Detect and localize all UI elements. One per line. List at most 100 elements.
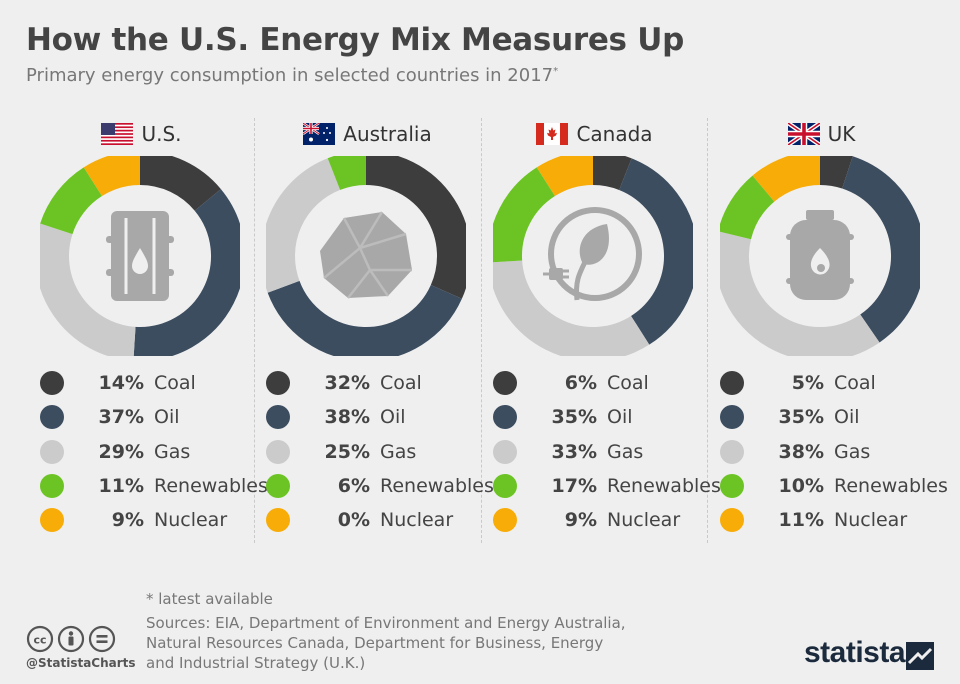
slice-oil [618, 158, 693, 345]
data-label: 25% [324, 440, 370, 463]
panel-divider [481, 118, 482, 543]
legend-swatch [40, 439, 64, 464]
country-header: UK [708, 122, 935, 146]
legend-swatch [40, 508, 64, 533]
legend-swatch [40, 371, 64, 395]
legend-swatch [720, 508, 744, 533]
slice-gas [40, 223, 137, 356]
legend-label: Coal [154, 372, 196, 394]
donut-chart [720, 156, 920, 356]
data-label: 38% [324, 406, 370, 429]
legend-label: Gas [380, 440, 417, 463]
data-label: 29% [98, 440, 144, 463]
legend-swatch [266, 508, 290, 533]
legend-swatch [720, 405, 744, 430]
legend-item-oil: 35% Oil [708, 402, 935, 432]
legend-label: Gas [607, 440, 644, 463]
legend-swatch [493, 439, 517, 464]
data-label: 9% [111, 509, 144, 532]
slice-oil [841, 156, 920, 343]
data-label: 14% [98, 372, 144, 394]
data-label: 5% [791, 372, 824, 394]
legend-item-nuclear: 11% Nuclear [708, 505, 935, 535]
flag-au-icon [303, 123, 336, 145]
legend-item-nuclear: 9% Nuclear [28, 505, 255, 535]
data-label: 37% [98, 406, 144, 429]
no-derivatives-icon [88, 625, 116, 653]
legend-item-gas: 25% Gas [254, 437, 481, 467]
legend-item-coal: 6% Coal [481, 368, 708, 398]
legend-label: Oil [380, 406, 406, 429]
data-label: 11% [98, 474, 144, 497]
legend-label: Oil [154, 406, 180, 429]
legend-swatch [266, 405, 290, 430]
legend-label: Coal [380, 372, 422, 394]
data-label: 17% [551, 474, 597, 497]
statista-logo[interactable]: statista [804, 636, 906, 669]
legend-item-coal: 5% Coal [708, 368, 935, 398]
data-label: 32% [324, 372, 370, 394]
slice-oil [133, 189, 240, 356]
legend-item-oil: 35% Oil [481, 402, 708, 432]
country-header: U.S. [28, 122, 255, 146]
donut-chart [266, 156, 466, 356]
slice-nuclear [83, 156, 141, 197]
legend-item-renewables: 6% Renewables [254, 471, 494, 501]
coal-rock-icon [320, 211, 412, 299]
country-name: U.S. [141, 122, 182, 146]
legend-item-coal: 14% Coal [28, 368, 255, 398]
oil-barrel-icon [106, 211, 174, 301]
legend-label: Gas [154, 440, 191, 463]
country-name: Australia [343, 122, 432, 146]
legend-label: Coal [834, 372, 876, 394]
legend-item-nuclear: 9% Nuclear [481, 505, 708, 535]
social-handle: @StatistaCharts [26, 656, 136, 670]
legend-item-renewables: 11% Renewables [28, 471, 268, 501]
legend-swatch [40, 473, 64, 498]
data-label: 0% [337, 509, 370, 532]
panel-uk: UK 5% Coal 35% Oil 38% Gas 10% Renewables 11% Nuc… [708, 118, 948, 543]
slice-renewables [327, 156, 367, 191]
legend-swatch [493, 508, 517, 533]
panel-ca: Canada 6% Coal 35% Oil 33% Gas 17% Renewables 9%… [481, 118, 721, 543]
legend-label: Gas [834, 440, 871, 463]
flag-ca-icon [536, 123, 569, 145]
attribution-icon [57, 625, 85, 653]
legend-item-nuclear: 0% Nuclear [254, 505, 481, 535]
legend-item-gas: 38% Gas [708, 437, 935, 467]
legend-label: Nuclear [154, 509, 228, 532]
country-name: UK [827, 122, 856, 146]
chart-subtitle: Primary energy consumption in selected c… [26, 65, 558, 86]
country-header: Australia [254, 122, 481, 146]
footnote: * latest available [146, 590, 273, 608]
legend-swatch [266, 473, 290, 498]
slice-renewables [720, 175, 775, 240]
svg-text:cc: cc [33, 634, 46, 647]
subtitle-text: Primary energy consumption in selected c… [26, 65, 554, 86]
leaf-plug-icon [543, 207, 642, 301]
legend-label: Oil [607, 406, 633, 429]
legend-swatch [493, 473, 517, 498]
creative-commons-icon: cc [26, 625, 54, 653]
legend-label: Nuclear [380, 509, 454, 532]
data-label: 6% [564, 372, 597, 394]
legend-item-renewables: 17% Renewables [481, 471, 721, 501]
gas-cylinder-icon [786, 210, 854, 300]
country-name: Canada [576, 122, 653, 146]
legend-swatch [40, 405, 64, 430]
slice-gas [266, 158, 341, 293]
legend-label: Coal [607, 372, 649, 394]
legend-swatch [720, 371, 744, 395]
panel-au: Australia 32% Coal 38% Oil 25% Gas 6% Renewable… [254, 118, 494, 543]
sources-text: Sources: EIA, Department of Environment … [146, 614, 626, 672]
data-label: 10% [778, 474, 824, 497]
slice-oil [267, 280, 462, 356]
slice-coal [365, 156, 466, 299]
legend-label: Renewables [154, 474, 268, 497]
data-label: 11% [778, 509, 824, 532]
legend-label: Renewables [607, 474, 721, 497]
legend-swatch [266, 371, 290, 395]
slice-renewables [493, 167, 556, 263]
slice-coal [139, 156, 221, 212]
donut-chart [40, 156, 240, 356]
